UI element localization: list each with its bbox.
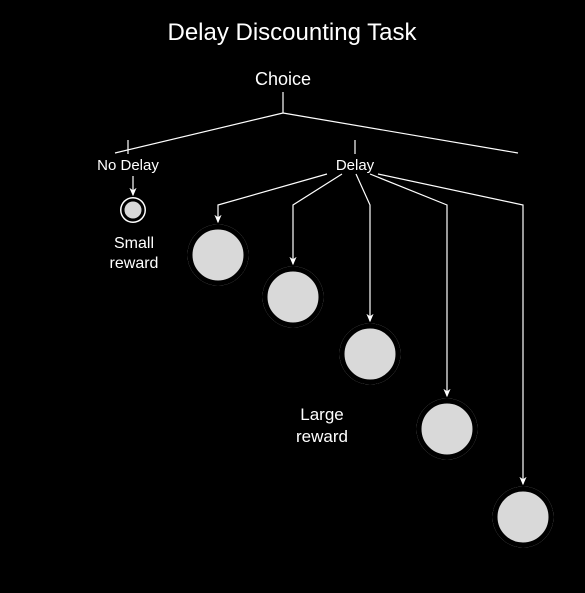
- delay-label: Delay: [336, 157, 375, 174]
- delay-discounting-diagram: Delay Discounting Task Choice No Delay D…: [0, 0, 585, 593]
- large-reward-label-line2: reward: [296, 427, 348, 446]
- diagram-title: Delay Discounting Task: [167, 19, 417, 46]
- choice-branch-lines: [115, 92, 518, 154]
- small-reward-label-line2: reward: [110, 255, 159, 272]
- large-reward-label-line1: Large: [300, 405, 343, 424]
- root-label: Choice: [255, 69, 311, 89]
- no-delay-label: No Delay: [97, 157, 159, 174]
- small-reward-circle: [120, 197, 146, 223]
- small-reward-label-line1: Small: [114, 235, 154, 252]
